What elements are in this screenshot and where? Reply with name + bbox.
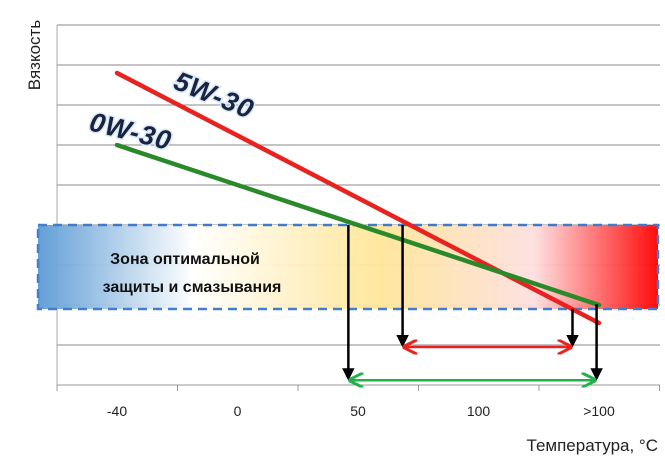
y-axis-label: Вязкость [25,20,44,91]
gridlines [56,24,660,391]
x-tick-label: 50 [350,403,366,419]
series-line-0w30 [114,142,602,308]
series-label-5w30: 5W-30 [170,66,259,125]
x-tick-label: 100 [467,403,491,419]
x-tick-label: 0 [234,403,242,419]
series-line-5w30 [114,70,602,326]
x-tick-label: >100 [583,403,615,419]
zone-label-line1: Зона оптимальной [110,251,260,268]
x-tick-label: -40 [107,403,127,419]
zone-label-line2: защиты и смазывания [103,279,282,296]
x-axis-label: Температура, °C [527,436,658,455]
